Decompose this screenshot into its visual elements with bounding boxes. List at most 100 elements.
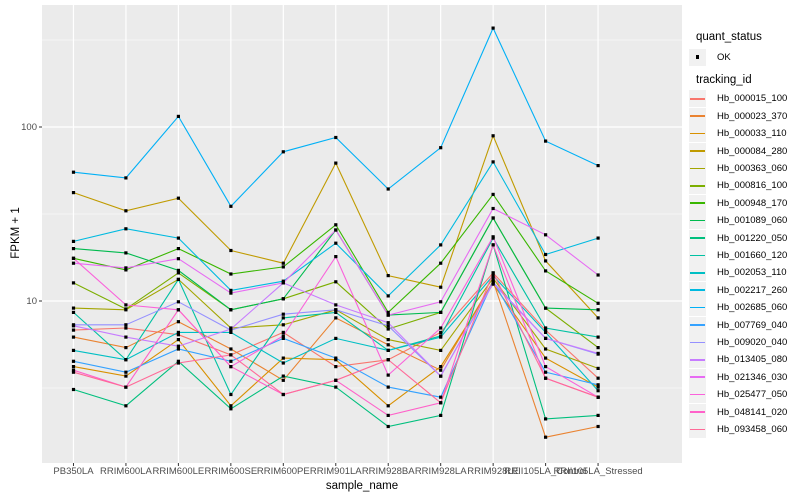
legend-swatch-line-icon (690, 237, 705, 239)
data-point (334, 336, 338, 340)
data-point (334, 135, 338, 140)
legend-swatch-line-icon (690, 306, 705, 309)
data-point (281, 279, 285, 283)
data-point (544, 252, 548, 257)
data-point (334, 310, 338, 314)
data-point (124, 303, 128, 307)
legend-swatch-line-icon (690, 358, 705, 361)
legend-title-tracking-id: tracking_id (696, 74, 752, 86)
legend-key (689, 246, 706, 264)
data-point (281, 374, 285, 378)
data-point (596, 351, 600, 355)
data-point (386, 385, 390, 389)
data-point (439, 146, 443, 150)
legend-swatch-line-icon (690, 393, 705, 396)
legend-swatch-line-icon (690, 184, 705, 187)
x-tick-label: RRIM600LA (100, 466, 152, 477)
data-point (176, 347, 180, 351)
data-point (386, 413, 390, 417)
legend-swatch-line-icon (690, 271, 705, 274)
legend-label: Hb_000023_370 (717, 110, 788, 122)
data-point (124, 323, 128, 327)
data-point (439, 326, 443, 330)
data-point (71, 170, 76, 174)
x-tick-label: RRII105LA_Control (504, 466, 587, 477)
data-point (176, 308, 180, 312)
legend-swatch-line-icon (690, 150, 705, 152)
data-point (439, 330, 443, 334)
data-point (124, 370, 128, 374)
legend-key (689, 177, 706, 195)
data-point (124, 268, 128, 272)
data-point (544, 336, 548, 340)
data-point (596, 301, 600, 305)
data-point (281, 150, 285, 154)
legend-label: Hb_000084_280 (717, 145, 788, 157)
data-point (281, 281, 285, 285)
legend-swatch-line-icon (690, 202, 705, 205)
x-tick-label: RRII105LA_Stressed (553, 466, 643, 477)
y-axis-title: FPKM + 1 (10, 207, 22, 259)
legend-key-ok (689, 48, 706, 66)
data-point (71, 328, 76, 332)
legend-label: Hb_013405_080 (717, 354, 788, 366)
legend-label: Hb_000015_100 (717, 93, 788, 105)
data-point (439, 348, 443, 352)
data-point (491, 192, 495, 196)
data-point (596, 385, 600, 389)
data-point (281, 356, 285, 360)
data-point (229, 347, 233, 351)
legend-key (689, 333, 706, 351)
data-point (176, 236, 180, 240)
data-point (124, 335, 128, 339)
legend-swatch-line-icon (690, 167, 705, 170)
data-point (281, 392, 285, 397)
data-point (334, 223, 338, 227)
x-tick-label: RRIM928BA (361, 466, 415, 477)
data-point (439, 395, 443, 399)
data-point (176, 268, 180, 272)
data-point (176, 320, 180, 324)
legend-swatch-line-icon (690, 289, 705, 292)
data-point (334, 385, 338, 389)
data-point (334, 241, 338, 245)
x-tick-label: RRIM928LE (467, 466, 520, 477)
data-point (491, 26, 495, 30)
legend-key (689, 386, 706, 404)
legend-label-ok: OK (717, 51, 731, 63)
x-tick-label: RRIM600SE (204, 466, 258, 477)
data-point (176, 300, 180, 304)
data-point (71, 387, 76, 392)
legend-label: Hb_093458_060 (717, 423, 788, 435)
data-point (229, 365, 233, 369)
data-point (491, 206, 495, 211)
data-point (334, 308, 338, 312)
legend-swatch-line-icon (690, 97, 705, 100)
legend-label: Hb_025477_050 (717, 389, 788, 401)
data-point (176, 277, 180, 281)
legend-swatch-line-icon (690, 376, 705, 379)
data-point (281, 361, 285, 365)
legend-key (689, 159, 706, 177)
data-point (71, 335, 76, 339)
legend-label: Hb_002053_110 (717, 267, 787, 279)
data-point (386, 187, 390, 191)
data-point (281, 297, 285, 301)
data-point (229, 272, 233, 276)
data-point (176, 330, 180, 334)
data-point (439, 374, 443, 378)
data-point (491, 216, 495, 220)
data-point (229, 288, 233, 292)
data-point (124, 227, 128, 231)
legend-key (689, 125, 706, 143)
legend-swatch-line-icon (690, 219, 705, 222)
data-point (176, 359, 180, 363)
legend-swatch-line-icon (690, 132, 705, 135)
data-point (491, 160, 495, 164)
data-point (596, 308, 600, 312)
data-point (334, 280, 338, 284)
data-point (491, 271, 495, 275)
legend-label: Hb_001089_060 (717, 215, 788, 227)
data-point (71, 310, 76, 314)
